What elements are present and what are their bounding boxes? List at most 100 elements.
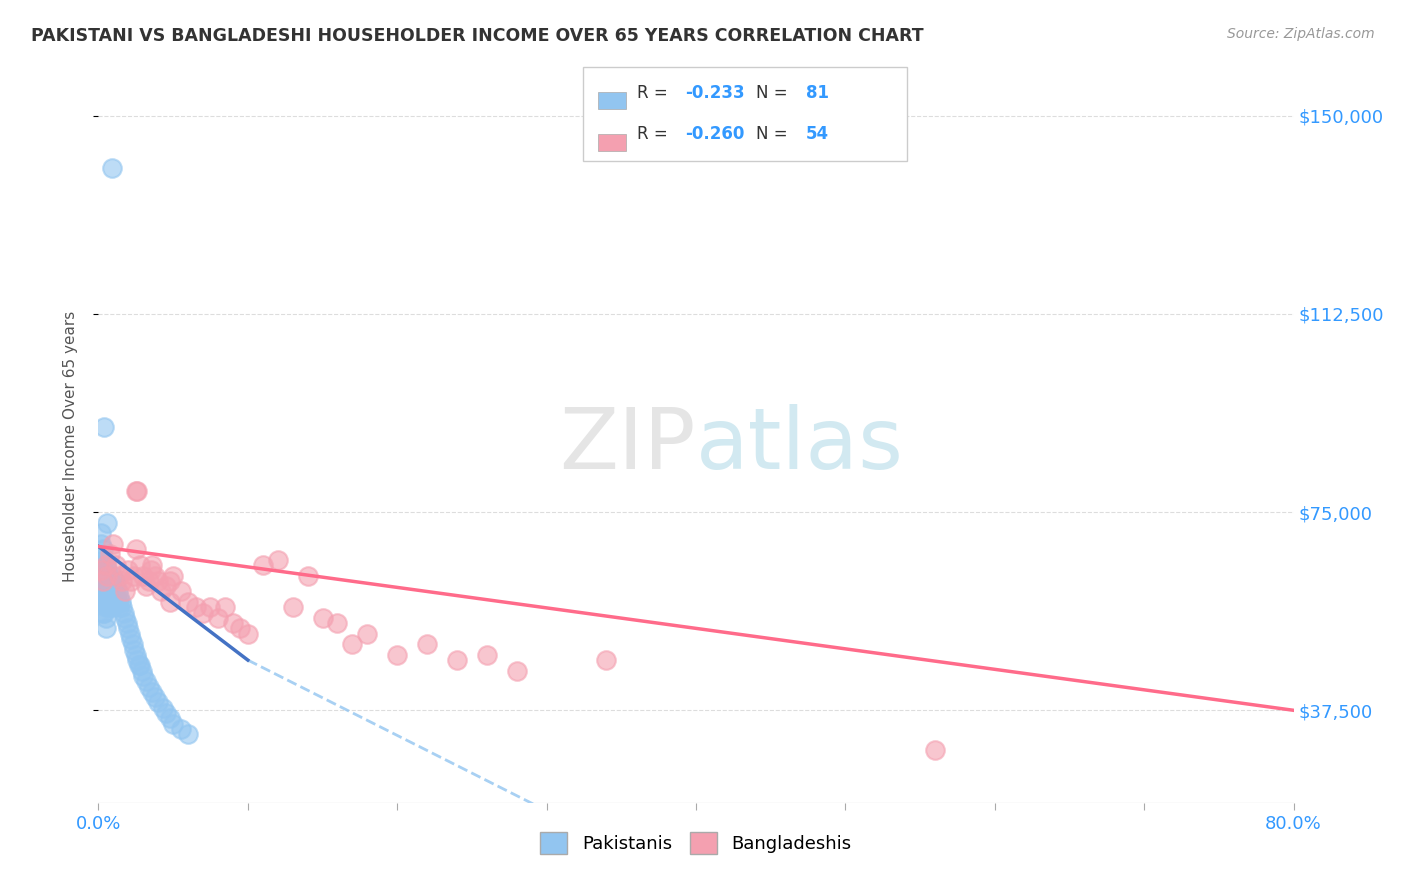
Point xyxy=(96,516,118,530)
Point xyxy=(207,611,229,625)
Point xyxy=(229,621,252,635)
Point xyxy=(98,574,122,588)
Point xyxy=(94,558,117,572)
Point xyxy=(96,563,118,577)
Point xyxy=(103,590,125,604)
Point xyxy=(90,537,112,551)
Point xyxy=(111,574,134,588)
Point xyxy=(132,568,155,582)
Text: R =: R = xyxy=(637,84,673,102)
Point xyxy=(107,584,129,599)
Text: Source: ZipAtlas.com: Source: ZipAtlas.com xyxy=(1227,27,1375,41)
Point xyxy=(159,574,181,588)
Point xyxy=(155,706,177,720)
Point xyxy=(222,616,245,631)
Point xyxy=(89,558,111,572)
Point xyxy=(91,584,114,599)
Point xyxy=(117,621,139,635)
Point xyxy=(236,626,259,640)
Y-axis label: Householder Income Over 65 years: Householder Income Over 65 years xyxy=(63,310,77,582)
Point xyxy=(118,626,141,640)
Point xyxy=(103,600,125,615)
Point xyxy=(90,526,112,541)
Point xyxy=(129,658,152,673)
Point xyxy=(97,590,120,604)
Point xyxy=(125,483,148,498)
Point xyxy=(97,568,120,582)
Point xyxy=(446,653,468,667)
Point xyxy=(94,621,117,635)
Point xyxy=(252,558,274,572)
Point xyxy=(111,600,134,615)
Point xyxy=(101,579,124,593)
Point xyxy=(103,568,125,582)
Point xyxy=(98,547,122,561)
Point xyxy=(108,600,131,615)
Point xyxy=(94,579,117,593)
Point xyxy=(117,563,139,577)
Point xyxy=(150,584,173,599)
Point xyxy=(297,568,319,582)
Point xyxy=(281,600,304,615)
Point xyxy=(326,616,349,631)
Point xyxy=(138,574,160,588)
Point xyxy=(91,606,114,620)
Point xyxy=(110,595,132,609)
Point xyxy=(924,743,946,757)
Point xyxy=(104,584,127,599)
Point xyxy=(132,669,155,683)
Point xyxy=(93,595,115,609)
Point xyxy=(141,685,163,699)
Point xyxy=(121,637,143,651)
Text: atlas: atlas xyxy=(696,404,904,488)
Point xyxy=(155,579,177,593)
Point xyxy=(139,563,162,577)
Text: R =: R = xyxy=(637,126,673,144)
Point xyxy=(120,632,142,646)
Point xyxy=(200,600,222,615)
Point xyxy=(97,600,120,615)
Text: 54: 54 xyxy=(806,126,828,144)
Point xyxy=(169,584,191,599)
Point xyxy=(125,648,148,662)
Point xyxy=(128,658,150,673)
Point xyxy=(90,547,112,561)
Point xyxy=(107,595,129,609)
Point xyxy=(97,579,120,593)
Legend: Pakistanis, Bangladeshis: Pakistanis, Bangladeshis xyxy=(533,825,859,862)
Point xyxy=(105,590,128,604)
Point xyxy=(105,558,128,572)
Text: PAKISTANI VS BANGLADESHI HOUSEHOLDER INCOME OVER 65 YEARS CORRELATION CHART: PAKISTANI VS BANGLADESHI HOUSEHOLDER INC… xyxy=(31,27,924,45)
Point xyxy=(94,558,117,572)
Point xyxy=(90,584,112,599)
Point xyxy=(475,648,498,662)
Point xyxy=(127,653,149,667)
Text: -0.233: -0.233 xyxy=(685,84,744,102)
Point xyxy=(141,558,163,572)
Point xyxy=(96,584,118,599)
Point xyxy=(98,595,122,609)
Point xyxy=(94,611,117,625)
Point xyxy=(96,568,118,582)
Point xyxy=(94,568,117,582)
Point xyxy=(184,600,207,615)
Text: ZIP: ZIP xyxy=(560,404,696,488)
Point xyxy=(191,606,214,620)
Point xyxy=(120,574,142,588)
Point xyxy=(148,695,170,709)
Point xyxy=(114,584,136,599)
Point xyxy=(138,680,160,694)
Point xyxy=(96,574,118,588)
Point xyxy=(162,568,184,582)
Text: N =: N = xyxy=(756,84,793,102)
Point xyxy=(93,579,115,593)
Point xyxy=(115,616,138,631)
Point xyxy=(89,568,111,582)
Point xyxy=(93,552,115,566)
Point xyxy=(214,600,236,615)
Point xyxy=(94,600,117,615)
Point xyxy=(267,552,290,566)
Point xyxy=(595,653,617,667)
Text: N =: N = xyxy=(756,126,793,144)
Point xyxy=(385,648,409,662)
